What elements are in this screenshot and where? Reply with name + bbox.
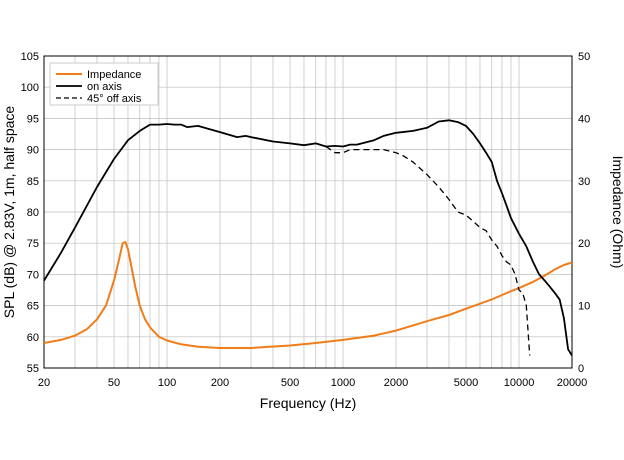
- y-tick-label: 65: [27, 301, 39, 313]
- y2-axis-title: Impedance (Ohm): [610, 156, 624, 269]
- legend-label-on-axis: on axis: [87, 81, 122, 93]
- y-tick-label: 70: [27, 269, 39, 281]
- y-tick-label: 75: [27, 238, 39, 250]
- y2-tick-label: 0: [578, 363, 584, 375]
- y-axis-ticks: 55 60 65 70 75 80 85 90 95 100 105: [21, 51, 39, 375]
- x-tick-label: 500: [281, 377, 299, 389]
- legend: Impedance on axis 45° off axis: [49, 62, 159, 106]
- on-axis-curve: [43, 119, 573, 356]
- y2-tick-label: 30: [578, 176, 590, 188]
- y2-tick-label: 50: [578, 51, 590, 63]
- off-axis-curve: [325, 145, 531, 356]
- y-tick-label: 85: [27, 176, 39, 188]
- x-axis-title: Frequency (Hz): [260, 395, 356, 411]
- y2-tick-label: 10: [578, 301, 590, 313]
- x-tick-label: 20000: [557, 377, 588, 389]
- x-tick-label: 200: [211, 377, 229, 389]
- y-tick-label: 80: [27, 207, 39, 219]
- grid: [44, 56, 572, 368]
- x-tick-label: 100: [158, 377, 176, 389]
- plot-area: [43, 55, 573, 369]
- x-tick-label: 20: [38, 377, 50, 389]
- y-tick-label: 60: [27, 332, 39, 344]
- y-axis-title: SPL (dB) @ 2.83V, 1m, half space: [1, 106, 17, 319]
- impedance-curve: [43, 241, 573, 349]
- x-tick-label: 5000: [454, 377, 478, 389]
- y-tick-label: 100: [21, 82, 39, 94]
- legend-label-off-axis: 45° off axis: [87, 93, 142, 105]
- y-tick-label: 55: [27, 363, 39, 375]
- y2-axis-ticks: 0 10 20 30 40 50: [578, 51, 590, 375]
- y-tick-label: 90: [27, 145, 39, 157]
- x-tick-label: 50: [108, 377, 120, 389]
- y-tick-label: 105: [21, 51, 39, 63]
- x-axis-ticks: 20 50 100 200 500 1000 2000 5000 10000 20000: [38, 377, 587, 389]
- y2-tick-label: 40: [578, 113, 590, 125]
- x-tick-label: 1000: [331, 377, 355, 389]
- y-tick-label: 95: [27, 113, 39, 125]
- series: [43, 119, 573, 356]
- x-tick-label: 2000: [384, 377, 408, 389]
- y2-tick-label: 20: [578, 238, 590, 250]
- legend-label-impedance: Impedance: [87, 69, 141, 81]
- x-tick-label: 10000: [504, 377, 535, 389]
